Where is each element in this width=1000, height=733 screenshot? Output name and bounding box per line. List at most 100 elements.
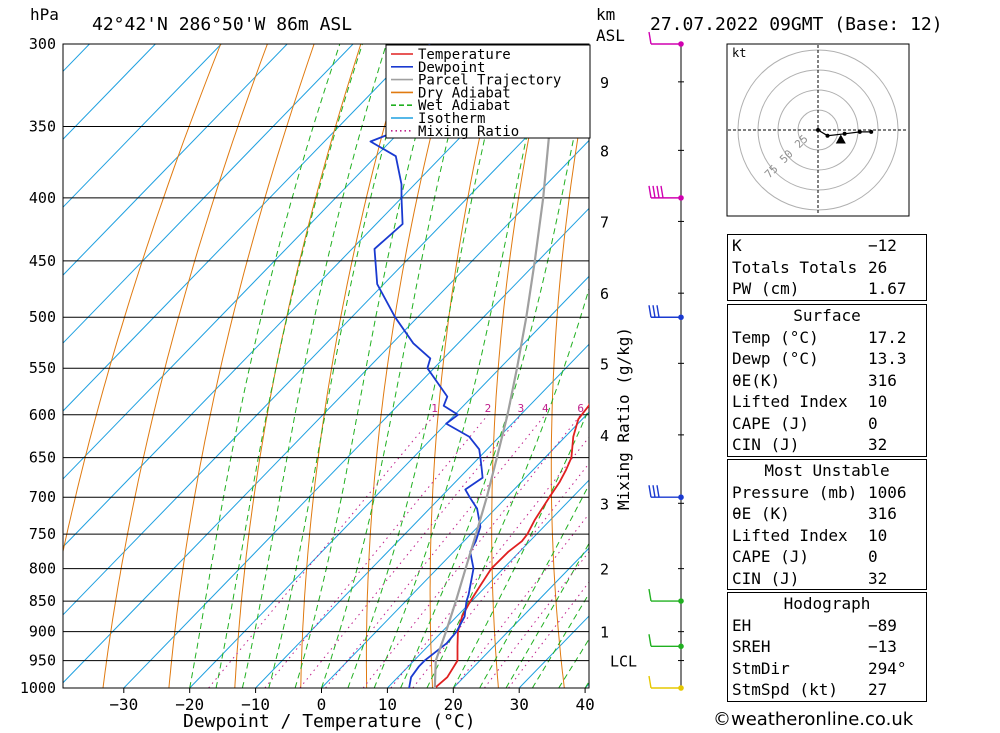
height-tick-label: 1 (600, 624, 609, 642)
indices-label: StmSpd (kt) (732, 680, 838, 699)
isotherm-line (63, 44, 354, 344)
indices-label: PW (cm) (732, 279, 800, 298)
pressure-tick-label: 950 (29, 652, 56, 670)
legend-label: Wet Adiabat (418, 98, 511, 114)
legend-label: Dewpoint (418, 60, 485, 76)
indices-row: SREH −13 (728, 636, 926, 658)
temperature-tick-label: −10 (241, 695, 270, 714)
location-title: 42°42'N 286°50'W 86m ASL (92, 14, 352, 35)
indices-label: θE (K) (732, 504, 790, 523)
indices-value: 32 (868, 568, 888, 588)
pressure-tick-label: 650 (29, 449, 56, 467)
indices-label: Temp (°C) (732, 327, 819, 347)
height-unit-asl-label: ASL (596, 26, 625, 45)
indices-section-title: Most Unstable (764, 461, 890, 480)
indices-value: 1006 (868, 482, 907, 502)
indices-value: 10 (868, 525, 888, 545)
mixing-ratio-label: 2 (485, 402, 492, 415)
wind-barb-flag (648, 185, 652, 198)
indices-value: −13 (868, 637, 897, 656)
wind-barb-flag (648, 305, 652, 318)
mixing-ratio-line (508, 581, 589, 688)
height-tick-label: 7 (600, 213, 609, 231)
dry-adiabat-line (665, 44, 696, 688)
indices-label: CIN (J) (732, 435, 800, 454)
mixing-ratio-line (208, 414, 435, 688)
isotherm-line (321, 411, 589, 688)
height-unit-label: km (596, 5, 615, 24)
isotherm-line (255, 343, 589, 688)
isotherm-line (63, 71, 589, 616)
pressure-unit-label: hPa (30, 5, 59, 24)
indices-label: θE(K) (732, 370, 781, 390)
isotherm-line (0, 44, 24, 688)
pressure-tick-label: 400 (29, 189, 56, 207)
indices-label: Totals Totals (732, 257, 858, 277)
legend-label: Dry Adiabat (418, 85, 511, 101)
wet-adiabat-line (241, 44, 387, 688)
pressure-tick-label: 450 (29, 252, 56, 270)
wind-barb-flag (648, 634, 652, 647)
temperature-tick-label: 20 (444, 695, 463, 714)
mixing-ratio-line (484, 550, 589, 688)
indices-value: 1.67 (868, 279, 907, 298)
indices-row: θE(K) 316 (728, 370, 926, 392)
wind-barb-flag (648, 485, 652, 498)
pressure-tick-label: 550 (29, 359, 56, 377)
dry-adiabat-line (491, 44, 549, 688)
indices-label: Lifted Index (732, 525, 848, 545)
height-tick-label: 8 (600, 142, 609, 160)
mixing-ratio-label: 4 (542, 402, 549, 415)
indices-row: Dewp (°C) 13.3 (728, 348, 926, 370)
dry-adiabat-line (168, 44, 315, 688)
indices-row: StmDir 294° (728, 658, 926, 680)
indices-value: 316 (868, 504, 897, 523)
temperature-tick-label: 30 (510, 695, 529, 714)
wind-barb-flag (652, 485, 656, 498)
indices-row: EH −89 (728, 615, 926, 637)
indices-label: StmDir (732, 658, 790, 678)
indices-label: Pressure (mb) (732, 482, 858, 502)
legend-label: Parcel Trajectory (418, 73, 561, 89)
dry-adiabat-line (429, 44, 502, 688)
isotherm-line (387, 479, 589, 688)
isotherm-line (123, 207, 589, 688)
lcl-label: LCL (610, 653, 637, 671)
indices-value: 0 (868, 547, 878, 566)
indices-row: PW (cm) 1.67 (728, 278, 926, 300)
isotherm-line (452, 547, 589, 688)
pressure-tick-label: 500 (29, 308, 56, 326)
indices-value: 316 (868, 370, 897, 390)
indices-value: 32 (868, 435, 888, 454)
pressure-tick-label: 1000 (20, 679, 56, 697)
dry-adiabat-line (921, 44, 1000, 688)
indices-most-unstable-box: Most Unstable Pressure (mb) 1006 θE (K) 316 L… (727, 459, 927, 590)
mixing-ratio-line (299, 414, 522, 688)
indices-value: 26 (868, 257, 888, 277)
isotherm-line (63, 44, 486, 480)
pressure-tick-label: 850 (29, 592, 56, 610)
hodograph-point (869, 129, 874, 134)
height-tick-label: 6 (600, 285, 609, 303)
indices-row: Pressure (mb) 1006 (728, 482, 926, 504)
indices-label: CAPE (J) (732, 547, 810, 566)
indices-value: 0 (868, 413, 878, 433)
hodograph-point (857, 129, 862, 134)
temperature-tick-label: −20 (175, 695, 204, 714)
indices-value: 17.2 (868, 327, 907, 347)
indices-value: −89 (868, 615, 897, 635)
legend-label: Mixing Ratio (418, 124, 519, 140)
indices-row: θE (K) 316 (728, 503, 926, 525)
credit-link[interactable]: ©weatheronline.co.uk (713, 709, 914, 730)
mixing-ratio-line (325, 414, 546, 688)
storm-motion-marker (835, 134, 846, 144)
indices-section-title: Surface (793, 306, 861, 325)
indices-row: K −12 (728, 235, 926, 257)
x-axis-title: Dewpoint / Temperature (°C) (183, 711, 476, 732)
indices-value: −12 (868, 236, 897, 255)
series-temperature (434, 403, 589, 688)
indices-general-box: K −12 Totals Totals 26 PW (cm) 1.67 (727, 234, 927, 301)
indices-value: 13.3 (868, 349, 907, 368)
indices-row: Temp (°C) 17.2 (728, 327, 926, 349)
